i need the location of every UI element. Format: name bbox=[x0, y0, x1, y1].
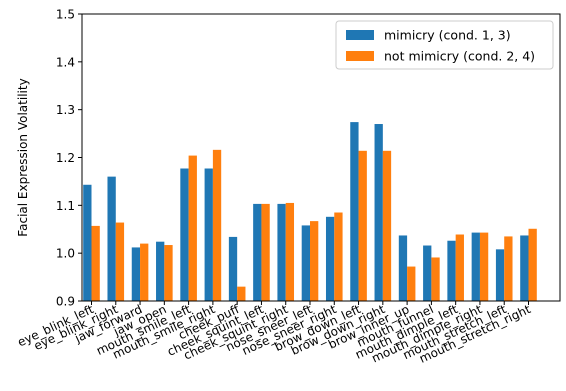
bar-not-mimicry-brow-inner-up bbox=[407, 266, 416, 301]
y-tick-label: 1.3 bbox=[56, 103, 75, 117]
bar-mimicry-mouth-funnel bbox=[423, 245, 432, 301]
bar-mimicry-mouth-dimple-left bbox=[447, 240, 456, 301]
bar-mimicry-nose-sneer-right bbox=[325, 216, 335, 301]
bar-not-mimicry-cheek-squint-right bbox=[285, 202, 295, 301]
bar-not-mimicry-jaw-open bbox=[164, 245, 173, 301]
bar-mimicry-cheek-squint-right bbox=[277, 203, 286, 301]
legend-box bbox=[335, 20, 554, 70]
bar-not-mimicry-mouth-smile-right bbox=[212, 149, 222, 301]
bar-not-mimicry-brow-down-right bbox=[382, 150, 392, 301]
legend-label: mimicry (cond. 1, 3) bbox=[384, 28, 511, 43]
legend-swatch bbox=[346, 30, 374, 40]
bar-mimicry-brow-inner-up bbox=[398, 235, 408, 301]
y-tick-label: 1.2 bbox=[56, 151, 75, 165]
bar-not-mimicry-nose-sneer-right bbox=[334, 212, 343, 301]
bar-mimicry-cheek-puff bbox=[228, 236, 238, 301]
bars-group bbox=[83, 122, 537, 302]
bar-not-mimicry-mouth-dimple-left bbox=[455, 234, 464, 301]
bar-not-mimicry-eye-blink-left bbox=[91, 225, 100, 301]
bar-mimicry-brow-down-left bbox=[350, 122, 359, 301]
bar-mimicry-jaw-open bbox=[156, 241, 165, 301]
bar-not-mimicry-mouth-stretch-left bbox=[504, 236, 513, 301]
legend: mimicry (cond. 1, 3) not mimicry (cond. 2… bbox=[335, 20, 554, 70]
bar-not-mimicry-mouth-smile-left bbox=[188, 155, 197, 301]
bar-not-mimicry-mouth-stretch-right bbox=[528, 228, 537, 301]
bar-not-mimicry-nose-sneer-left bbox=[310, 221, 319, 301]
legend-label: not mimicry (cond. 2, 4) bbox=[384, 49, 535, 64]
bar-mimicry-mouth-smile-right bbox=[204, 168, 213, 301]
bar-not-mimicry-mouth-funnel bbox=[431, 257, 440, 301]
bar-not-mimicry-cheek-puff bbox=[237, 286, 246, 301]
bar-mimicry-mouth-stretch-left bbox=[495, 249, 505, 301]
y-tick-label: 1.4 bbox=[56, 55, 75, 69]
bar-mimicry-cheek-squint-left bbox=[253, 203, 262, 301]
bar-not-mimicry-jaw-forward bbox=[140, 243, 149, 301]
bar-not-mimicry-brow-down-left bbox=[358, 150, 367, 301]
bar-not-mimicry-eye-blink-right bbox=[115, 222, 125, 301]
y-tick-label: 0.9 bbox=[56, 295, 75, 309]
bar-not-mimicry-cheek-squint-left bbox=[261, 203, 270, 301]
bar-not-mimicry-mouth-dimple-right bbox=[479, 232, 489, 301]
bar-mimicry-mouth-stretch-right bbox=[520, 235, 529, 301]
bar-mimicry-brow-down-right bbox=[374, 124, 383, 302]
y-axis-label: Facial Expression Volatility bbox=[16, 78, 30, 236]
y-tick-label: 1.0 bbox=[56, 247, 75, 261]
y-tick-label: 1.5 bbox=[56, 8, 75, 22]
bar-mimicry-eye-blink-left bbox=[83, 184, 92, 301]
bar-mimicry-mouth-dimple-right bbox=[471, 232, 480, 301]
bar-mimicry-eye-blink-right bbox=[107, 176, 116, 301]
bar-mimicry-jaw-forward bbox=[131, 247, 141, 301]
y-tick-label: 1.1 bbox=[56, 199, 75, 213]
bar-mimicry-nose-sneer-left bbox=[301, 225, 310, 301]
legend-swatch bbox=[346, 51, 374, 61]
bar-mimicry-mouth-smile-left bbox=[180, 168, 189, 301]
